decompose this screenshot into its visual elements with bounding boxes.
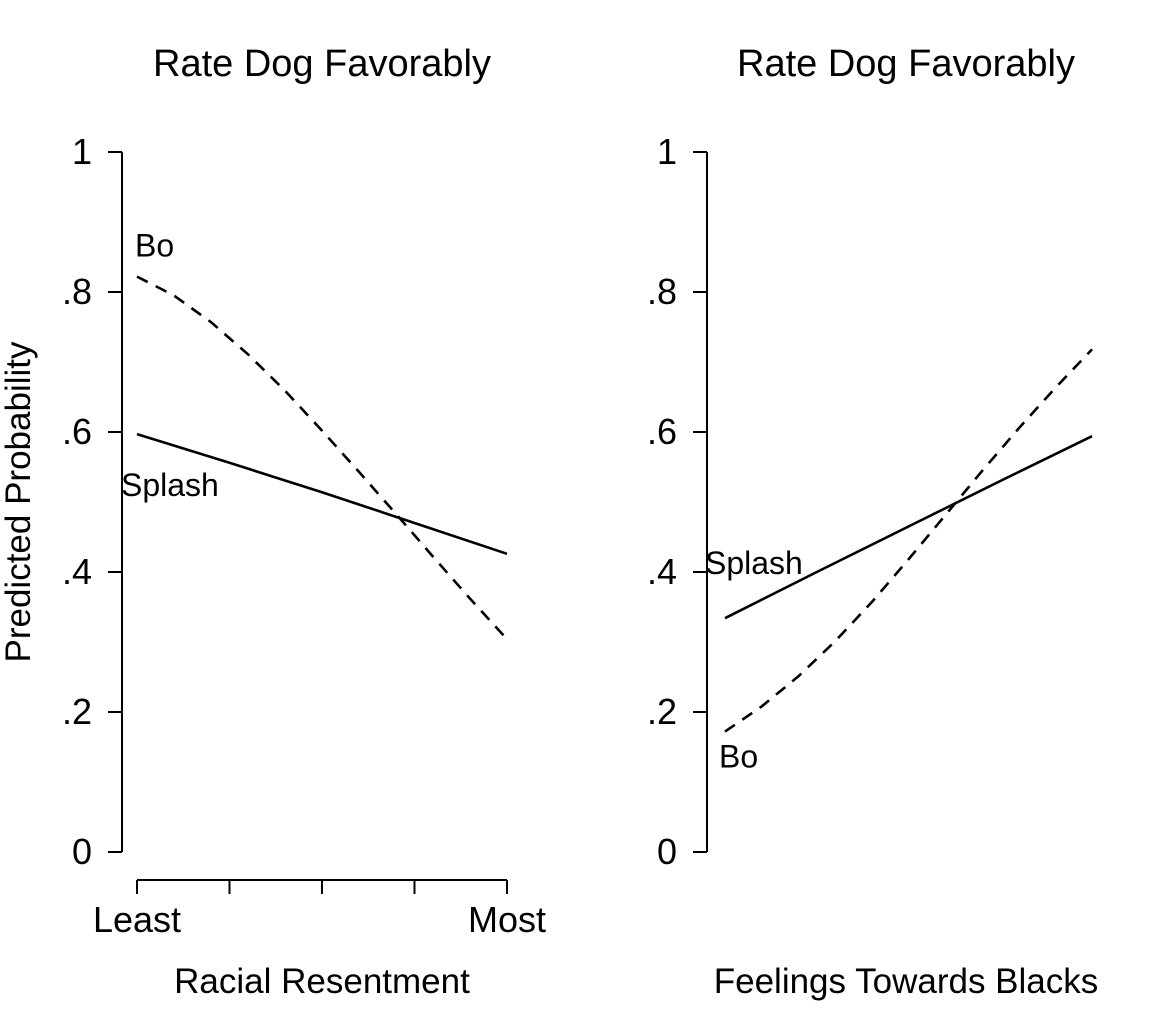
y-tick-label: 0: [72, 831, 92, 872]
x-tick-label: Least: [93, 899, 181, 940]
x-axis-label: Feelings Towards Blacks: [714, 962, 1099, 1001]
y-tick-label: .8: [647, 271, 677, 312]
y-tick-label: .4: [647, 551, 677, 592]
series-label-splash: Splash: [121, 467, 219, 503]
y-tick-label: .8: [62, 271, 92, 312]
x-tick-label: Most: [468, 899, 546, 940]
series-line-bo: [724, 348, 1093, 733]
series-label-bo: Bo: [719, 739, 758, 775]
y-tick-label: 0: [657, 831, 677, 872]
y-tick-label: .4: [62, 551, 92, 592]
y-tick-label: .6: [62, 411, 92, 452]
panel-racial-resentment: Rate Dog Favorably Racial Resentment Pre…: [0, 43, 546, 1001]
y-axis-label: Predicted Probability: [0, 341, 38, 662]
y-tick-label: .6: [647, 411, 677, 452]
y-tick-label: .2: [62, 691, 92, 732]
series-label-splash: Splash: [705, 545, 803, 581]
y-tick-label: 1: [72, 131, 92, 172]
chart-title: Rate Dog Favorably: [153, 43, 491, 85]
series-label-bo: Bo: [135, 228, 174, 264]
panel-feelings-towards-blacks: Rate Dog Favorably Feelings Towards Blac…: [647, 43, 1098, 1001]
series-line-splash: [724, 435, 1093, 620]
series-line-splash: [136, 432, 508, 556]
y-tick-label: 1: [657, 131, 677, 172]
y-tick-label: .2: [647, 691, 677, 732]
series-line-bo: [136, 275, 508, 641]
x-axis-label: Racial Resentment: [174, 962, 470, 1001]
chart-title: Rate Dog Favorably: [737, 43, 1075, 85]
